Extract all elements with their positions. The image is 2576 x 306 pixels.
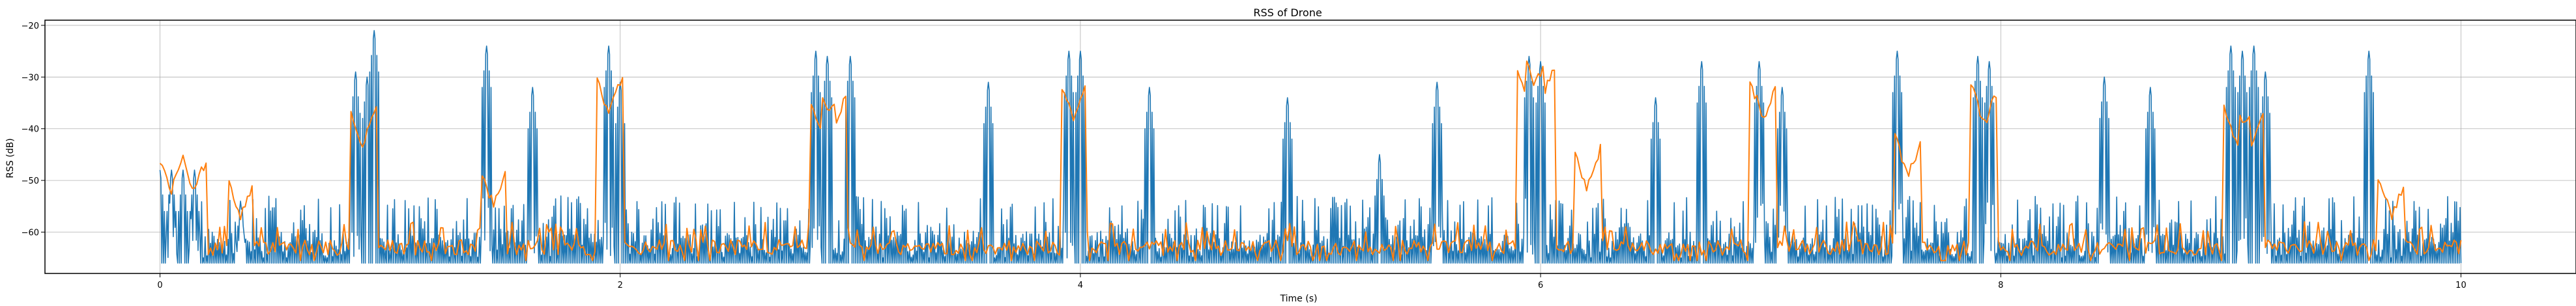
- series-group: [159, 30, 2462, 264]
- series-line-2: [159, 60, 2462, 262]
- axis-ticks: 0 2 4 6 8 10 −20 −30 −40 −50 −60: [22, 21, 2467, 290]
- y-tick-label: −60: [22, 228, 39, 238]
- x-tick-label: 2: [618, 281, 623, 290]
- plot-frame: [44, 20, 2576, 274]
- x-tick-label: 0: [157, 281, 162, 290]
- y-tick-label: −40: [22, 125, 39, 135]
- y-tick-label: −30: [22, 73, 39, 83]
- y-axis-label: RSS (dB): [5, 138, 16, 178]
- x-tick-label: 6: [1538, 281, 1543, 290]
- x-axis-label: Time (s): [1280, 294, 1318, 304]
- y-tick-label: −50: [22, 176, 39, 186]
- x-tick-label: 10: [2455, 281, 2467, 290]
- chart-title: RSS of Drone: [1253, 7, 1322, 19]
- x-tick-label: 4: [1078, 281, 1083, 290]
- series-line-1: [159, 30, 2462, 264]
- y-tick-label: −20: [22, 21, 39, 31]
- x-tick-label: 8: [1998, 281, 2003, 290]
